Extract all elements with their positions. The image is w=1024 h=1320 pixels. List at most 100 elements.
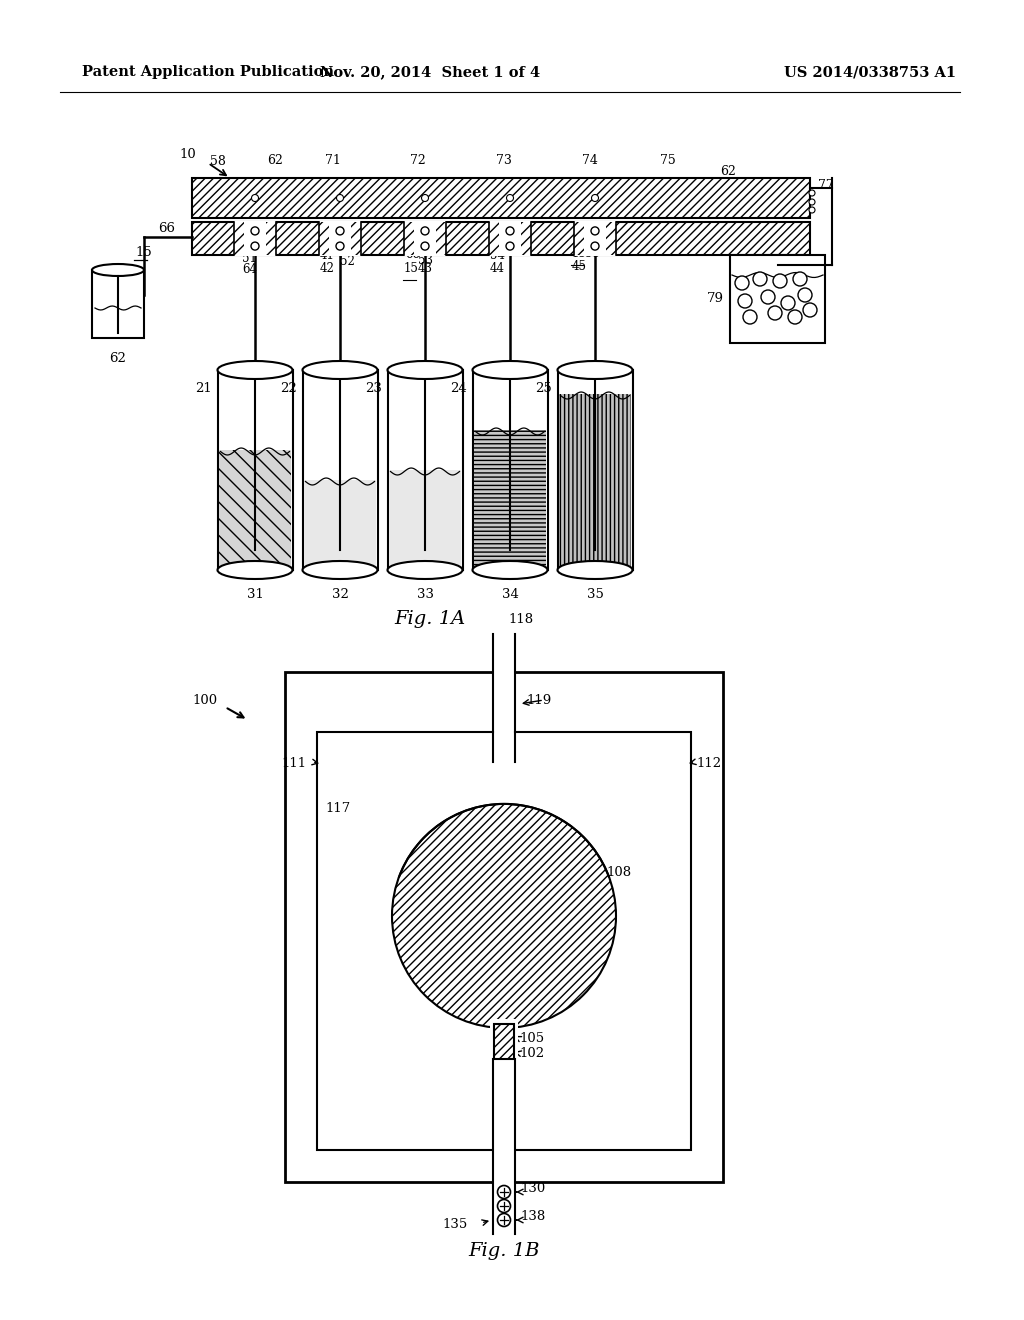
Circle shape [336, 242, 344, 249]
Circle shape [761, 290, 775, 304]
Circle shape [809, 207, 815, 213]
Text: 21: 21 [196, 381, 212, 395]
Ellipse shape [387, 561, 463, 579]
Text: 119: 119 [526, 694, 551, 708]
Circle shape [781, 296, 795, 310]
Circle shape [422, 194, 428, 202]
Bar [351, 222, 361, 255]
Bar [319, 222, 329, 255]
Bar [234, 222, 244, 255]
Circle shape [252, 194, 258, 202]
Circle shape [251, 227, 259, 235]
Ellipse shape [557, 360, 633, 379]
Bar [490, 1019, 518, 1061]
Bar [493, 671, 515, 710]
Text: 25: 25 [536, 381, 552, 395]
Circle shape [337, 194, 343, 202]
Bar [266, 222, 276, 255]
Circle shape [251, 242, 259, 249]
Circle shape [498, 1213, 511, 1226]
Text: 32: 32 [332, 587, 348, 601]
Text: 72: 72 [411, 154, 426, 168]
Bar [489, 222, 499, 255]
Bar [304, 480, 376, 570]
Text: 64: 64 [242, 263, 257, 276]
Text: 58: 58 [210, 154, 226, 168]
Bar [494, 1024, 514, 1059]
Text: 34: 34 [502, 587, 518, 601]
Ellipse shape [557, 561, 633, 579]
Bar [574, 220, 616, 256]
Text: Nov. 20, 2014  Sheet 1 of 4: Nov. 20, 2014 Sheet 1 of 4 [319, 65, 540, 79]
Bar [389, 470, 461, 570]
Text: 33: 33 [417, 587, 433, 601]
Text: 15: 15 [572, 247, 587, 260]
Text: 42: 42 [319, 261, 335, 275]
Bar [92, 271, 144, 338]
Text: 22: 22 [281, 381, 297, 395]
Bar [302, 370, 378, 570]
Circle shape [753, 272, 767, 286]
Bar [193, 222, 810, 255]
Bar [574, 222, 584, 255]
Text: 79: 79 [707, 293, 724, 305]
Circle shape [498, 1185, 511, 1199]
Circle shape [421, 227, 429, 235]
Circle shape [506, 227, 514, 235]
Ellipse shape [387, 360, 463, 379]
Text: 100: 100 [193, 693, 217, 706]
Circle shape [798, 288, 812, 302]
Ellipse shape [217, 360, 293, 379]
Text: 130: 130 [520, 1183, 545, 1196]
Circle shape [803, 304, 817, 317]
Text: 43: 43 [418, 261, 433, 275]
Text: 35: 35 [587, 587, 603, 601]
Circle shape [591, 227, 599, 235]
Circle shape [788, 310, 802, 323]
Text: 74: 74 [582, 154, 598, 168]
Bar [219, 450, 291, 570]
Bar [436, 222, 446, 255]
Text: 31: 31 [247, 587, 263, 601]
Text: 45: 45 [572, 260, 587, 273]
Text: 23: 23 [366, 381, 382, 395]
Circle shape [421, 242, 429, 249]
Text: 51: 51 [242, 252, 257, 265]
Bar [285, 672, 723, 1181]
Text: 105: 105 [519, 1032, 544, 1045]
Text: 117: 117 [325, 803, 350, 814]
Text: 62: 62 [267, 154, 283, 168]
Ellipse shape [472, 561, 548, 579]
Circle shape [498, 1200, 511, 1213]
Bar [489, 220, 531, 256]
Bar [557, 370, 633, 570]
Bar [193, 178, 810, 218]
Text: 135: 135 [442, 1218, 468, 1232]
Text: 55: 55 [585, 247, 600, 260]
Text: 118: 118 [508, 612, 534, 626]
Text: 102: 102 [519, 1047, 544, 1060]
Bar [493, 730, 515, 766]
Text: US 2014/0338753 A1: US 2014/0338753 A1 [784, 65, 956, 79]
Bar [474, 430, 546, 570]
Circle shape [793, 272, 807, 286]
Circle shape [809, 190, 815, 195]
Circle shape [336, 227, 344, 235]
Text: 62: 62 [720, 165, 736, 178]
Bar [404, 222, 414, 255]
Text: 62: 62 [110, 352, 126, 366]
Text: 112: 112 [696, 756, 721, 770]
Text: 24: 24 [451, 381, 467, 395]
Text: 15: 15 [135, 246, 152, 259]
Bar [606, 222, 616, 255]
Text: 71: 71 [325, 154, 341, 168]
Text: 111: 111 [282, 756, 307, 770]
Text: 66: 66 [406, 248, 420, 261]
Text: 10: 10 [179, 149, 197, 161]
Ellipse shape [217, 561, 293, 579]
Circle shape [591, 242, 599, 249]
Bar [559, 393, 631, 570]
Bar [472, 370, 548, 570]
Bar [387, 370, 463, 570]
Circle shape [507, 194, 513, 202]
